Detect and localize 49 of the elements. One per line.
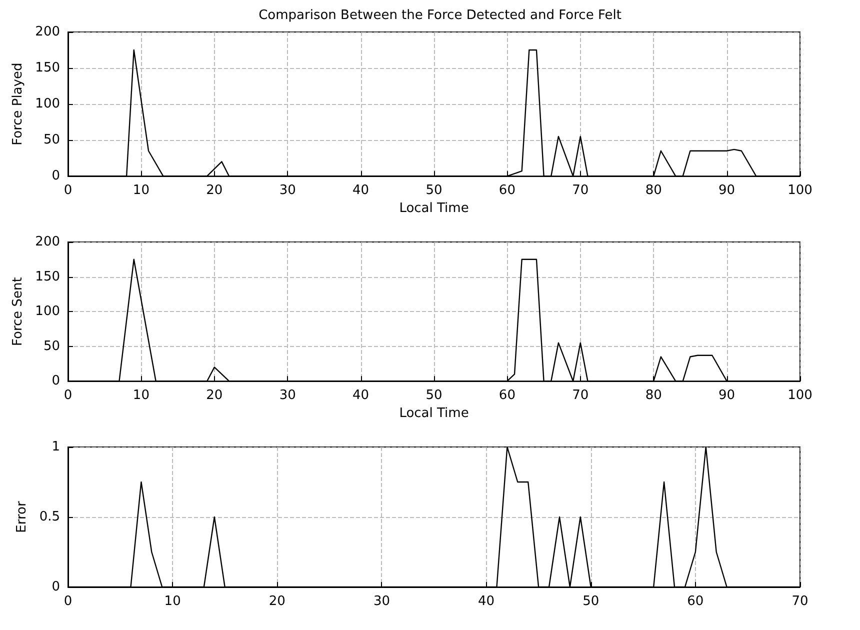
y-tick-label: 1 — [52, 440, 60, 454]
y-tick-label: 100 — [35, 304, 60, 320]
x-tick-label: 100 — [788, 388, 812, 404]
x-tick-label: 70 — [572, 388, 589, 404]
x-tick-label: 20 — [268, 594, 286, 609]
y-tick-label: 100 — [35, 96, 60, 112]
y-tick-label: 150 — [35, 60, 60, 76]
x-tick-label: 30 — [279, 183, 296, 198]
y-axis-title: Force Sent — [10, 277, 26, 346]
y-axis-title: Error — [14, 500, 30, 533]
x-tick-label: 80 — [645, 183, 662, 198]
x-tick-label: 100 — [788, 183, 812, 198]
x-tick-label: 30 — [373, 594, 390, 609]
x-tick-label: 60 — [498, 388, 516, 404]
x-tick-label: 20 — [206, 183, 223, 198]
x-tick-label: 40 — [352, 388, 370, 404]
x-tick-label: 50 — [582, 594, 600, 609]
x-tick-label: 70 — [792, 594, 808, 609]
y-tick-label: 0 — [52, 168, 60, 184]
x-tick-label: 30 — [279, 388, 296, 404]
x-tick-label: 20 — [206, 388, 223, 404]
x-tick-label: 70 — [572, 183, 589, 198]
y-tick-label: 150 — [35, 269, 60, 284]
x-tick-label: 40 — [352, 183, 370, 198]
y-tick-label: 200 — [35, 234, 60, 250]
x-tick-label: 60 — [687, 594, 704, 609]
y-tick-label: 0 — [52, 580, 60, 594]
x-tick-label: 90 — [718, 388, 736, 404]
x-axis-title: Local Time — [399, 406, 469, 421]
x-tick-label: 0 — [64, 388, 72, 404]
y-tick-label: 200 — [35, 24, 60, 40]
chart-title: Comparison Between the Force Detected and Force Felt — [258, 8, 622, 23]
x-tick-label: 0 — [64, 594, 72, 609]
y-tick-label: 50 — [43, 132, 60, 148]
y-axis-title: Force Played — [10, 62, 26, 146]
x-tick-label: 90 — [718, 183, 736, 198]
x-tick-label: 40 — [478, 594, 495, 609]
x-tick-label: 10 — [132, 183, 150, 198]
y-tick-label: 0.5 — [39, 510, 60, 524]
y-tick-label: 50 — [43, 338, 60, 354]
x-tick-label: 80 — [645, 388, 662, 404]
x-tick-label: 60 — [498, 183, 516, 198]
x-tick-label: 10 — [164, 594, 181, 609]
x-tick-label: 50 — [426, 183, 442, 198]
x-axis-title: Local Time — [399, 201, 469, 216]
x-tick-label: 50 — [426, 388, 442, 404]
y-tick-label: 0 — [52, 374, 60, 389]
x-tick-label: 0 — [64, 183, 72, 198]
x-tick-label: 10 — [132, 388, 150, 404]
